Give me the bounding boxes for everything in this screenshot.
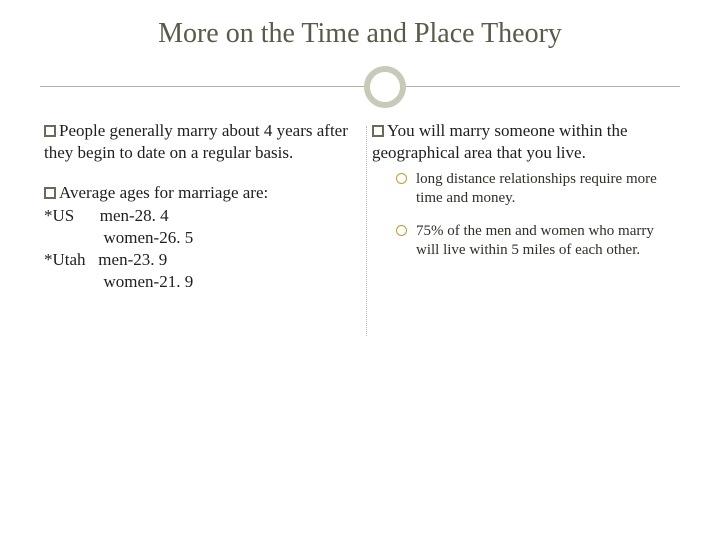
left-bullet-2: Average ages for marriage are: <box>44 182 348 204</box>
divider-circle-icon <box>364 66 406 108</box>
slide: More on the Time and Place Theory People… <box>0 0 720 540</box>
circle-bullet-icon <box>396 225 407 236</box>
sub-bullet-2: 75% of the men and women who marry will … <box>396 222 676 260</box>
square-bullet-icon <box>372 125 384 137</box>
square-bullet-icon <box>44 125 56 137</box>
square-bullet-icon <box>44 187 56 199</box>
sub-2-text: 75% of the men and women who marry will … <box>416 223 654 258</box>
age-data-block: *US men-28. 4 women-26. 5 *Utah men-23. … <box>44 205 348 292</box>
right-column: You will marry someone within the geogra… <box>372 120 676 292</box>
left-p1-text: People generally marry about 4 years aft… <box>44 121 348 162</box>
sub-1-text: long distance relationships require more… <box>416 171 657 206</box>
column-separator <box>366 126 367 336</box>
right-bullet-1: You will marry someone within the geogra… <box>372 120 676 164</box>
right-p1-text: You will marry someone within the geogra… <box>372 121 628 162</box>
sub-bullet-1: long distance relationships require more… <box>396 170 676 208</box>
divider-line <box>40 86 680 87</box>
left-p2-lead: Average ages for marriage are: <box>59 183 268 202</box>
slide-title: More on the Time and Place Theory <box>40 18 680 50</box>
left-bullet-1: People generally marry about 4 years aft… <box>44 120 348 164</box>
left-column: People generally marry about 4 years aft… <box>44 120 348 292</box>
title-divider <box>40 64 680 110</box>
circle-bullet-icon <box>396 173 407 184</box>
content-columns: People generally marry about 4 years aft… <box>40 120 680 292</box>
right-sub-list: long distance relationships require more… <box>372 170 676 261</box>
